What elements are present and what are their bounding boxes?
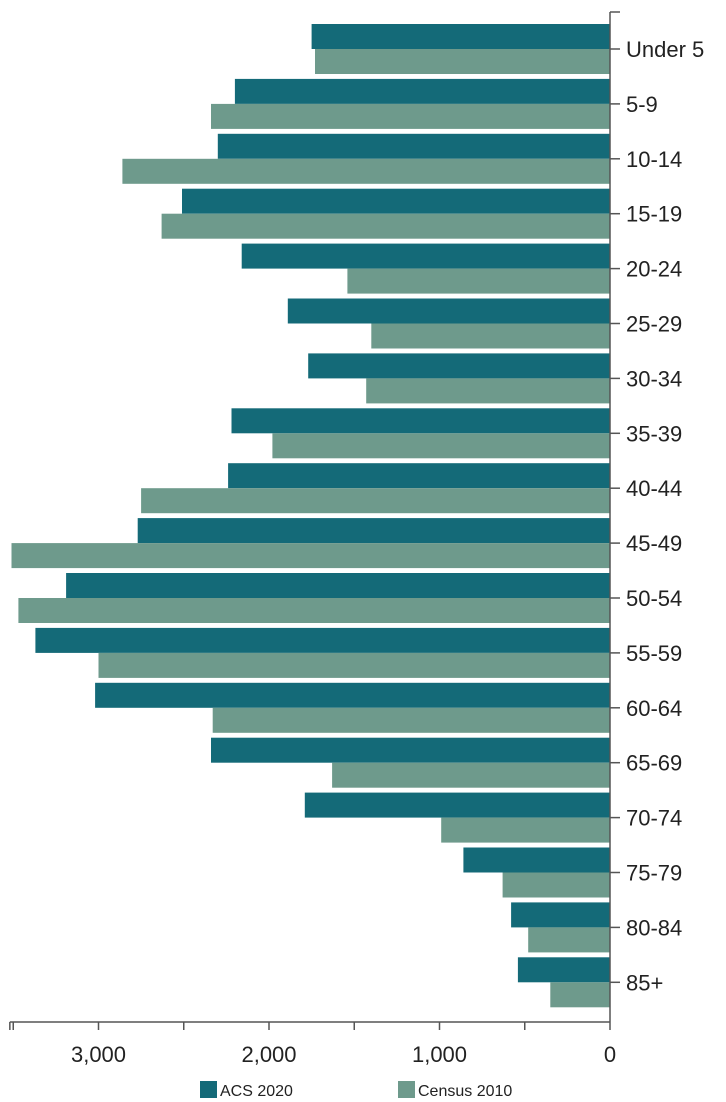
legend-swatch-acs-2020 <box>200 1081 217 1098</box>
bar-acs-2020-10-14 <box>217 133 611 159</box>
category-tick-label: 60-64 <box>626 696 682 721</box>
value-tick-label: 2,000 <box>241 1042 296 1067</box>
bar-acs-2020-50-54 <box>66 573 611 598</box>
bar-census-2010-15-19 <box>161 213 610 239</box>
bar-census-2010-40-44 <box>141 488 610 514</box>
bar-acs-2020-35-39 <box>231 408 610 434</box>
bar-census-2010-5-9 <box>211 103 610 129</box>
category-tick-label: 10-14 <box>626 147 682 172</box>
bar-acs-2020-60-64 <box>95 682 611 708</box>
bar-census-2010-65-69 <box>332 762 610 788</box>
bar-census-2010-30-34 <box>366 378 610 404</box>
legend-swatch-census-2010 <box>398 1081 415 1098</box>
bar-acs-2020-30-34 <box>308 353 610 379</box>
bar-acs-2020-under-5 <box>311 24 610 49</box>
bar-census-2010-55-59 <box>98 652 610 678</box>
bar-acs-2020-45-49 <box>137 518 610 544</box>
bar-acs-2020-5-9 <box>234 78 610 104</box>
category-tick-label: 15-19 <box>626 202 682 227</box>
category-tick-label: 70-74 <box>626 806 682 831</box>
bar-census-2010-25-29 <box>371 323 610 349</box>
bar-acs-2020-20-24 <box>241 243 610 269</box>
bar-census-2010-85- <box>550 982 610 1008</box>
category-tick-label: 20-24 <box>626 257 682 282</box>
legend-label-acs-2020: ACS 2020 <box>220 1083 293 1100</box>
bar-acs-2020-85- <box>517 957 610 983</box>
bar-acs-2020-80-84 <box>511 902 610 928</box>
bar-census-2010-10-14 <box>122 158 611 184</box>
legend-label-census-2010: Census 2010 <box>418 1083 512 1100</box>
bar-census-2010-80-84 <box>528 927 610 953</box>
category-tick-label: 75-79 <box>626 861 682 886</box>
axis-layer: Under 5 5-9 10-14 15-19 20-24 25-29 30-34 35-39… <box>9 11 704 1067</box>
category-tick-label: 5-9 <box>626 92 658 117</box>
bar-acs-2020-65-69 <box>211 737 610 763</box>
bar-census-2010-70-74 <box>441 817 610 843</box>
bar-acs-2020-40-44 <box>228 463 610 489</box>
category-tick-label: 80-84 <box>626 915 682 940</box>
category-tick-label: 25-29 <box>626 312 682 337</box>
category-tick-label: 65-69 <box>626 751 682 776</box>
bar-acs-2020-25-29 <box>287 298 610 324</box>
bar-census-2010-35-39 <box>272 433 610 459</box>
bar-census-2010-75-79 <box>502 872 610 898</box>
legend: ACS 2020 Census 2010 <box>200 1081 512 1100</box>
bar-census-2010-60-64 <box>212 707 610 733</box>
value-tick-label: 1,000 <box>412 1042 467 1067</box>
category-tick-label: 55-59 <box>626 641 682 666</box>
value-tick-label: 3,000 <box>71 1042 126 1067</box>
category-tick-label: Under 5 <box>626 37 704 62</box>
bar-acs-2020-15-19 <box>182 188 610 214</box>
category-tick-label: 50-54 <box>626 586 682 611</box>
category-tick-label: 35-39 <box>626 421 682 446</box>
category-tick-label: 45-49 <box>626 531 682 556</box>
category-tick-label: 30-34 <box>626 366 682 391</box>
category-tick-label: 40-44 <box>626 476 682 501</box>
bar-census-2010-50-54 <box>18 598 610 623</box>
bar-acs-2020-55-59 <box>35 627 610 653</box>
bar-census-2010-45-49 <box>11 543 610 569</box>
bar-acs-2020-75-79 <box>463 847 610 873</box>
category-tick-label: 85+ <box>626 970 663 995</box>
bars-layer <box>11 24 611 1008</box>
bar-census-2010-20-24 <box>347 268 610 294</box>
bar-census-2010-under-5 <box>315 49 610 74</box>
bar-acs-2020-70-74 <box>304 792 610 818</box>
value-tick-label: 0 <box>604 1042 616 1067</box>
